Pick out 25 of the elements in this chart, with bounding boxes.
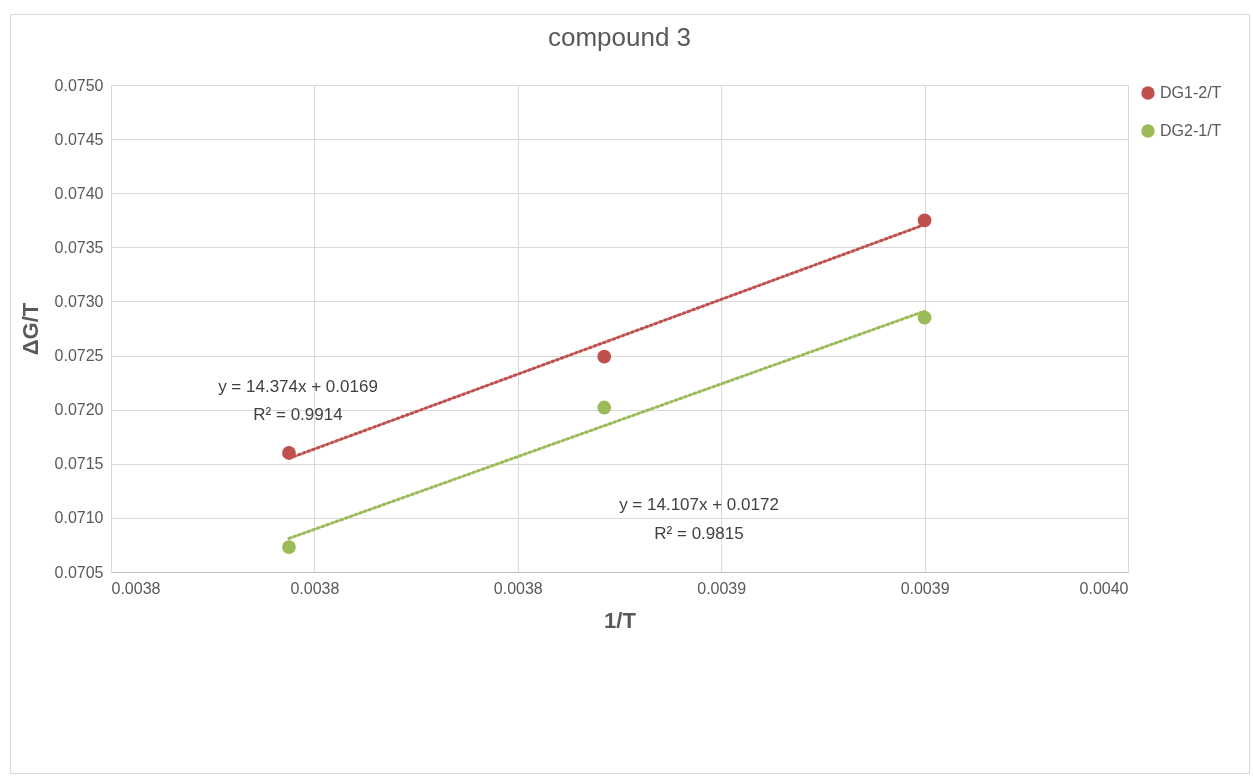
legend-label: DG2-1/T: [1160, 122, 1222, 139]
x-tick-label: 0.0039: [900, 579, 950, 597]
y-axis-title: ΔG/T: [17, 302, 43, 356]
x-tick-label: 0.0038: [111, 579, 161, 597]
legend-label: DG1-2/T: [1160, 84, 1222, 101]
y-tick-label: 0.0715: [54, 455, 104, 473]
x-tick-label: 0.0038: [290, 579, 340, 597]
y-tick-label: 0.0705: [54, 563, 104, 581]
y-tick-label: 0.0735: [54, 238, 104, 256]
x-tick-label: 0.0040: [1079, 579, 1129, 597]
y-tick-label: 0.0725: [54, 347, 104, 365]
y-tick-label: 0.0720: [54, 401, 104, 419]
chart-title: compound 3: [547, 22, 692, 52]
annotation: y = 14.107x + 0.0172: [619, 495, 779, 514]
x-axis-title: 1/T: [604, 607, 637, 633]
y-tick-label: 0.0710: [54, 509, 104, 527]
y-tick-label: 0.0740: [54, 184, 104, 202]
x-tick-label: 0.0039: [697, 579, 747, 597]
x-tick-label: 0.0038: [493, 579, 543, 597]
y-tick-label: 0.0745: [54, 130, 104, 148]
y-tick-label: 0.0730: [54, 292, 104, 310]
annotation: R² = 0.9815: [654, 524, 744, 543]
annotation: y = 14.374x + 0.0169: [218, 377, 378, 396]
annotation: R² = 0.9914: [253, 405, 343, 424]
y-tick-label: 0.0750: [54, 76, 104, 94]
